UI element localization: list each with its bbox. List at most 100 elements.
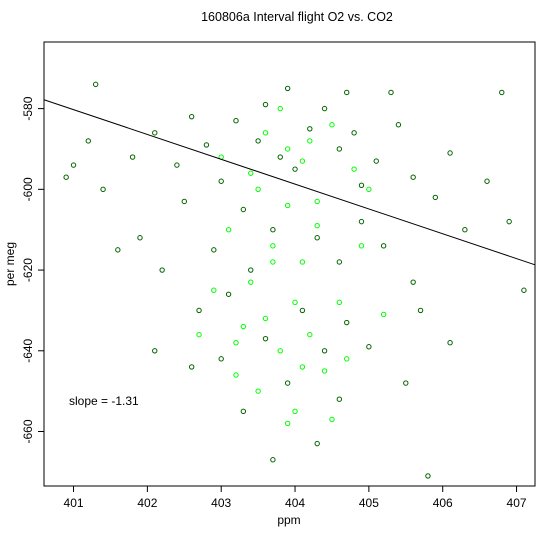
data-point <box>277 154 283 160</box>
data-point <box>255 138 261 144</box>
data-point <box>203 142 210 148</box>
data-point <box>284 202 291 209</box>
data-point <box>410 279 416 285</box>
data-point <box>277 348 283 354</box>
data-point <box>521 287 527 293</box>
data-point <box>225 226 232 233</box>
data-point <box>63 174 69 180</box>
data-point <box>344 319 350 326</box>
data-point <box>262 101 269 108</box>
data-point <box>351 166 357 172</box>
data-point <box>248 279 254 285</box>
data-point <box>92 81 99 88</box>
data-point <box>403 380 409 386</box>
y-axis-label: per meg <box>3 242 17 286</box>
data-point <box>307 138 313 144</box>
data-point <box>152 348 158 354</box>
data-point <box>262 335 269 342</box>
data-point <box>299 364 306 370</box>
data-point <box>233 340 239 346</box>
data-point <box>380 243 387 249</box>
data-point <box>277 105 283 112</box>
data-point <box>336 259 343 265</box>
data-point <box>484 178 490 184</box>
data-point <box>218 178 224 184</box>
data-point <box>137 235 143 241</box>
y-axis: -660 -640 -620 -600 -580 <box>21 96 44 444</box>
data-point <box>447 340 453 346</box>
data-point <box>270 243 276 249</box>
data-point <box>233 372 239 378</box>
x-tick-label: 402 <box>137 496 157 510</box>
data-point <box>181 198 187 205</box>
data-point <box>351 130 357 136</box>
data-point <box>410 174 416 180</box>
data-point <box>284 146 291 152</box>
data-point <box>432 194 439 201</box>
data-point <box>388 89 394 96</box>
data-point <box>417 307 424 314</box>
data-point <box>307 126 313 132</box>
slope-annotation: slope = -1.31 <box>69 394 139 408</box>
x-tick-label: 407 <box>507 496 527 510</box>
data-point <box>270 259 276 265</box>
data-point <box>314 440 320 447</box>
x-axis: 401 402 403 404 405 406 407 <box>64 486 527 510</box>
data-point <box>358 243 365 249</box>
data-point <box>299 158 306 164</box>
data-point <box>299 259 306 265</box>
data-point <box>262 315 269 322</box>
data-point <box>506 218 512 225</box>
data-point <box>270 226 276 233</box>
data-point <box>344 356 350 362</box>
y-tick-label: -660 <box>21 419 35 443</box>
data-point <box>159 267 165 273</box>
x-tick-label: 405 <box>359 496 379 510</box>
x-tick-label: 404 <box>285 496 305 510</box>
data-point <box>233 118 239 124</box>
data-point <box>336 396 343 402</box>
data-point <box>248 170 254 176</box>
data-point <box>70 162 77 168</box>
data-point <box>255 186 261 193</box>
data-point <box>447 150 453 156</box>
chart-title: 160806a Interval flight O2 vs. CO2 <box>201 10 393 24</box>
data-point <box>366 344 372 350</box>
data-point <box>336 299 343 306</box>
data-point <box>240 323 247 330</box>
data-point <box>358 182 365 188</box>
data-point <box>329 416 335 423</box>
data-point <box>425 473 431 479</box>
data-point <box>240 206 247 213</box>
data-point <box>292 408 298 415</box>
data-point <box>225 291 232 297</box>
data-point <box>344 89 350 96</box>
data-point <box>321 105 328 112</box>
data-point <box>299 307 306 314</box>
data-point <box>218 356 224 362</box>
data-point <box>129 154 136 160</box>
data-point <box>240 408 247 415</box>
data-point <box>292 299 298 306</box>
data-point <box>321 368 328 374</box>
data-point <box>152 130 158 136</box>
data-point <box>373 158 379 164</box>
data-point <box>211 247 217 253</box>
data-point <box>321 348 328 354</box>
data-point <box>380 311 387 318</box>
data-point <box>255 388 261 394</box>
y-tick-label: -640 <box>21 338 35 362</box>
plot-area <box>43 81 536 479</box>
data-point <box>284 420 291 427</box>
data-point <box>196 307 202 314</box>
data-point <box>314 235 320 241</box>
x-tick-label: 403 <box>211 496 231 510</box>
data-point <box>262 130 269 136</box>
data-point <box>314 198 320 205</box>
data-point <box>211 287 217 293</box>
data-point <box>284 85 291 92</box>
data-point <box>366 186 372 193</box>
x-axis-label: ppm <box>277 513 300 527</box>
regression-line <box>43 99 536 266</box>
